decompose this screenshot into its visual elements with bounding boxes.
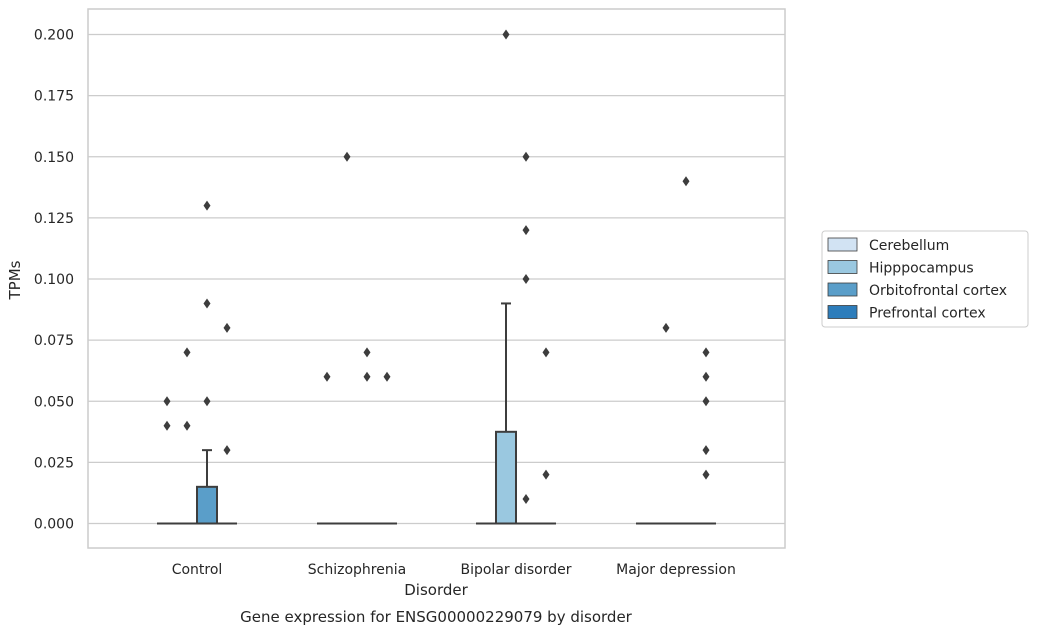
outlier-point [383, 371, 391, 382]
outlier-point [522, 225, 530, 236]
outlier-point [702, 469, 710, 480]
outlier-point [163, 396, 171, 407]
outlier-point [223, 445, 231, 456]
x-tick-label: Bipolar disorder [460, 562, 571, 578]
outlier-point [702, 396, 710, 407]
y-tick-label: 0.050 [34, 394, 74, 410]
box [196, 485, 218, 525]
y-tick-label: 0.200 [34, 28, 74, 44]
outlier-point [183, 420, 191, 431]
y-axis-title: TPMs [6, 260, 24, 300]
x-axis-title: Disorder [404, 581, 468, 599]
outlier-point [203, 298, 211, 309]
legend-swatch [827, 237, 858, 252]
y-tick-label: 0.150 [34, 150, 74, 166]
outlier-point [522, 151, 530, 162]
outlier-point [203, 200, 211, 211]
y-tick-label: 0.100 [34, 272, 74, 288]
legend-items: Cerebellum Hipppocampus Orbitofrontal cort… [827, 237, 1007, 322]
legend-label: Cerebellum [869, 238, 949, 254]
outlier-point [682, 176, 690, 187]
outlier-point [542, 347, 550, 358]
y-axis-ticks: 0.000 0.025 0.050 0.075 0.100 0.125 0.150 0.175… [34, 28, 74, 533]
outlier-point [323, 371, 331, 382]
outliers-layer [163, 29, 710, 505]
y-tick-label: 0.125 [34, 211, 74, 227]
outlier-point [223, 322, 231, 333]
x-tick-label: Schizophrenia [308, 562, 406, 578]
outlier-point [502, 29, 510, 40]
outlier-point [343, 151, 351, 162]
legend-swatch [827, 305, 858, 319]
outlier-point [363, 347, 371, 358]
outlier-point [522, 274, 530, 284]
x-axis-ticks: Control Schizophrenia Bipolar disorder Majo… [172, 562, 736, 578]
y-tick-label: 0.025 [34, 455, 74, 471]
y-tick-label: 0.000 [34, 517, 74, 533]
boxes-layer [157, 302, 716, 525]
legend-frame [821, 230, 1029, 328]
box [495, 430, 517, 525]
outlier-point [203, 396, 211, 407]
chart-caption: Gene expression for ENSG00000229079 by d… [240, 608, 633, 626]
outlier-point [163, 420, 171, 431]
legend-swatch [827, 260, 858, 274]
x-tick-label: Control [172, 562, 223, 578]
outlier-point [522, 494, 530, 505]
outlier-point [183, 347, 191, 358]
legend-label: Hipppocampus [869, 261, 974, 277]
legend-label: Orbitofrontal cortex [869, 283, 1007, 299]
outlier-point [662, 322, 670, 333]
outlier-point [363, 371, 371, 382]
legend-swatch [827, 282, 858, 297]
outlier-point [542, 469, 550, 480]
y-tick-label: 0.075 [34, 333, 74, 349]
legend-label: Prefrontal cortex [869, 306, 986, 322]
outlier-point [702, 347, 710, 358]
legend: Cerebellum Hipppocampus Orbitofrontal cort… [821, 230, 1029, 328]
outlier-point [702, 371, 710, 382]
y-tick-label: 0.175 [34, 89, 74, 105]
x-tick-label: Major depression [616, 562, 736, 578]
outlier-point [702, 445, 710, 456]
